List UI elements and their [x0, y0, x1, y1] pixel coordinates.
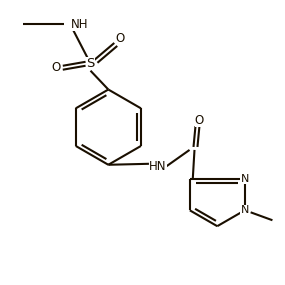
Text: N: N	[241, 174, 249, 184]
Text: N: N	[241, 205, 249, 215]
Text: NH: NH	[71, 18, 88, 31]
Text: O: O	[116, 32, 125, 44]
Text: S: S	[86, 57, 95, 70]
Text: HN: HN	[149, 160, 167, 173]
Text: O: O	[195, 114, 204, 127]
Text: O: O	[51, 61, 60, 74]
